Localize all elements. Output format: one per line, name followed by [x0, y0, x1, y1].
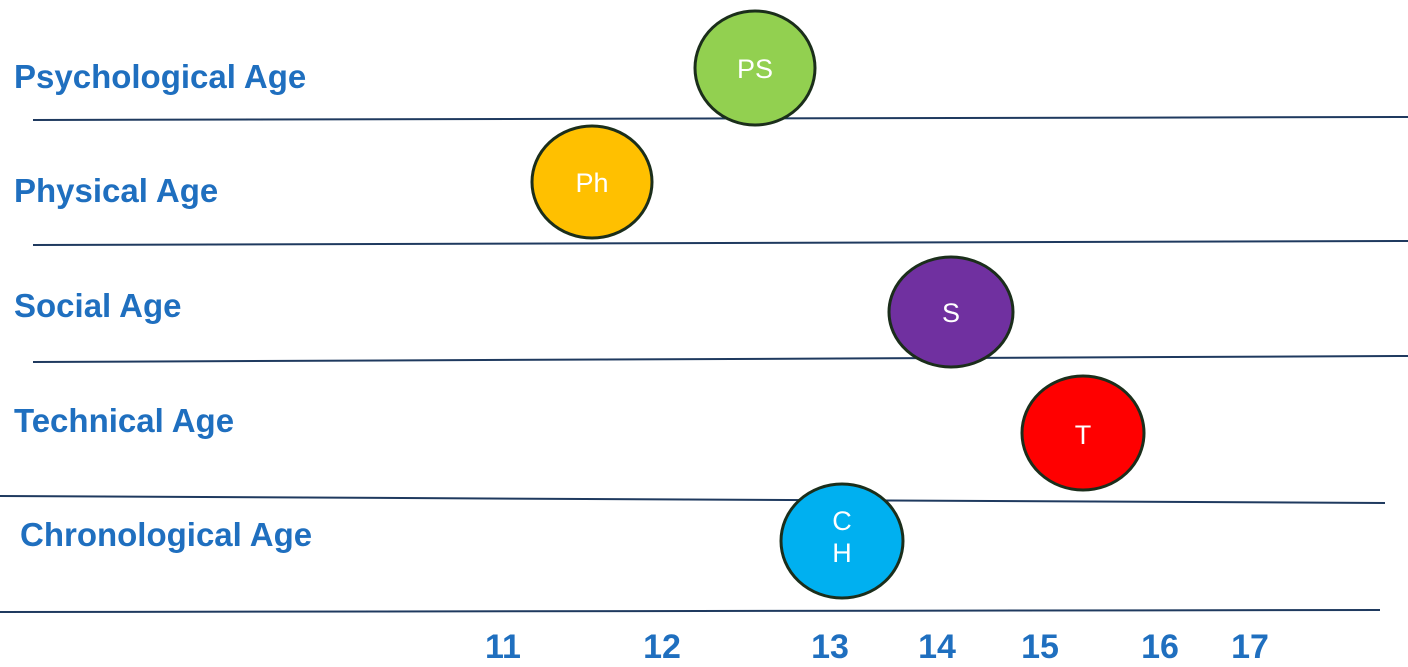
marker-label: S — [942, 298, 960, 328]
row-label-physical: Physical Age — [14, 172, 219, 209]
marker-label: Ph — [575, 168, 608, 198]
row-label-social: Social Age — [14, 287, 182, 324]
marker-label-line: H — [832, 538, 852, 568]
marker-social: S — [887, 255, 1015, 369]
marker-circle — [693, 9, 817, 127]
marker-label-line: C — [832, 506, 852, 536]
axis-tick-label: 17 — [1231, 628, 1269, 666]
axis-tick-label: 14 — [918, 628, 956, 666]
marker-label: PS — [737, 54, 773, 84]
axis-tick-label: 13 — [811, 628, 849, 666]
marker-technical: T — [1020, 374, 1146, 492]
axis-tick-label: 11 — [485, 628, 521, 666]
marker-circle — [1020, 374, 1146, 492]
axis-tick-label: 16 — [1141, 628, 1179, 666]
axis-tick-label: 15 — [1021, 628, 1059, 666]
marker-label: T — [1075, 420, 1092, 450]
separator-line — [0, 609, 1381, 613]
separator-line — [32, 116, 1408, 121]
axis-tick-label: 12 — [643, 628, 681, 666]
marker-circle — [530, 124, 654, 240]
row-label-chronological: Chronological Age — [20, 516, 313, 553]
row-label-technical: Technical Age — [14, 402, 235, 439]
marker-circle — [887, 255, 1015, 369]
separator-line — [32, 355, 1408, 363]
marker-psychological: PS — [693, 9, 817, 127]
separator-line — [32, 240, 1408, 246]
marker-circle — [779, 482, 905, 600]
row-label-psychological: Psychological Age — [14, 58, 307, 95]
separator-line — [0, 495, 1386, 504]
marker-physical: Ph — [530, 124, 654, 240]
